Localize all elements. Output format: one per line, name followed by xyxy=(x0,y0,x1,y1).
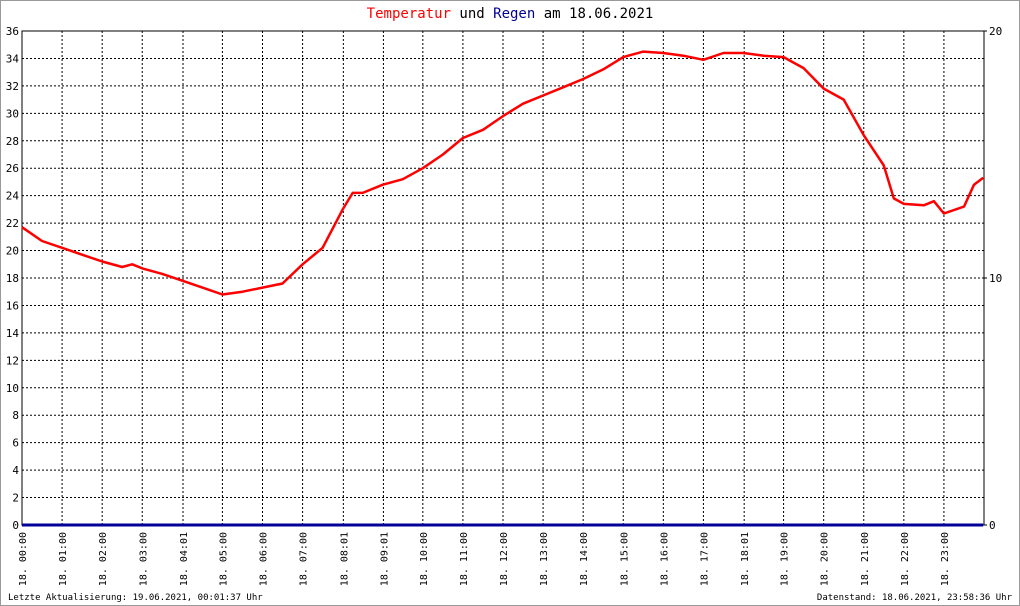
x-tick-label: 18. 12:00 xyxy=(499,532,510,586)
y-tick-label: 20 xyxy=(6,245,19,258)
x-tick-label: 18. 04:01 xyxy=(179,532,190,586)
x-tick-label: 18. 09:01 xyxy=(379,532,390,586)
y-tick-label: 26 xyxy=(6,162,19,175)
series-line xyxy=(21,50,984,296)
y-tick-label: 22 xyxy=(6,217,19,230)
x-tick-label: 18. 01:00 xyxy=(58,532,69,586)
y-tick-label: 2 xyxy=(12,492,19,505)
y-tick-label: 10 xyxy=(6,382,19,395)
y-tick-label: 34 xyxy=(6,52,20,65)
x-tick-label: 18. 03:00 xyxy=(138,532,149,586)
x-tick-label: 18. 19:00 xyxy=(780,532,791,586)
x-tick-label: 18. 21:00 xyxy=(860,532,871,586)
x-tick-label: 18. 10:00 xyxy=(419,532,430,586)
x-tick-label: 18. 14:00 xyxy=(579,532,590,586)
y-tick-label: 8 xyxy=(12,409,19,422)
x-tick-label: 18. 02:00 xyxy=(98,532,109,586)
y-tick-label: 14 xyxy=(6,327,20,340)
y-tick-label: 32 xyxy=(6,80,19,93)
x-tick-label: 18. 17:00 xyxy=(699,532,710,586)
y-tick-label: 16 xyxy=(6,299,19,312)
x-tick-label: 18. 00:00 xyxy=(18,532,29,586)
y-tick-label: 6 xyxy=(12,437,19,450)
chart-title: Temperatur und Regen am 18.06.2021 xyxy=(367,6,654,22)
y-tick-label: 12 xyxy=(6,354,19,367)
x-tick-label: 18. 05:00 xyxy=(218,532,229,586)
y2-tick-label: 20 xyxy=(989,25,1002,38)
x-tick-label: 18. 22:00 xyxy=(900,532,911,586)
x-tick-label: 18. 16:00 xyxy=(659,532,670,586)
x-tick-label: 18. 20:00 xyxy=(820,532,831,586)
x-tick-label: 18. 08:01 xyxy=(339,532,350,586)
x-tick-label: 18. 23:00 xyxy=(940,532,951,586)
x-tick-label: 18. 18:01 xyxy=(740,532,751,586)
y2-tick-label: 0 xyxy=(989,519,996,532)
y-tick-label: 4 xyxy=(12,464,19,477)
x-tick-label: 18. 07:00 xyxy=(299,532,310,586)
y-tick-label: 28 xyxy=(6,135,19,148)
title-und: und xyxy=(459,6,484,22)
y-tick-label: 30 xyxy=(6,107,19,120)
title-regen: Regen xyxy=(493,6,535,22)
x-tick-label: 18. 06:00 xyxy=(259,532,270,586)
title-temperatur: Temperatur xyxy=(367,6,451,22)
x-tick-label: 18. 13:00 xyxy=(539,532,550,586)
y-tick-label: 36 xyxy=(6,25,19,38)
y-tick-label: 18 xyxy=(6,272,19,285)
y-tick-label: 0 xyxy=(12,519,19,532)
footer-left: Letzte Aktualisierung: 19.06.2021, 00:01… xyxy=(8,593,263,603)
y-tick-label: 24 xyxy=(6,190,20,203)
x-tick-label: 18. 15:00 xyxy=(619,532,630,586)
footer-right: Datenstand: 18.06.2021, 23:58:36 Uhr xyxy=(817,593,1013,603)
y2-tick-label: 10 xyxy=(989,272,1002,285)
x-tick-label: 18. 11:00 xyxy=(459,532,470,586)
title-date: am 18.06.2021 xyxy=(544,6,654,22)
